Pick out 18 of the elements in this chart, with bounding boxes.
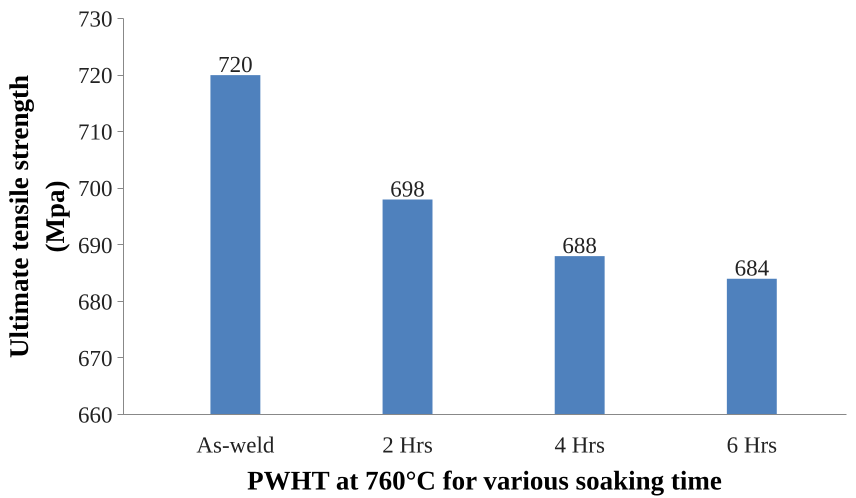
x-tick-label: 2 Hrs — [382, 432, 433, 458]
data-label: 720 — [218, 52, 253, 78]
y-tick-label: 680 — [78, 289, 112, 314]
data-label: 698 — [390, 176, 425, 202]
x-axis-title: PWHT at 760°C for various soaking time — [247, 466, 722, 496]
y-axis-title: Ultimate tensile strength (Mpa) — [4, 75, 70, 358]
y-tick-label: 700 — [78, 176, 112, 202]
x-tick-label: As-weld — [196, 432, 275, 458]
y-tick-label: 730 — [78, 6, 112, 32]
y-tick-label: 690 — [78, 232, 112, 258]
y-tick-label: 720 — [78, 63, 112, 88]
x-tick-label: 4 Hrs — [554, 432, 605, 458]
data-label: 688 — [562, 233, 597, 258]
y-tick-label: 710 — [78, 120, 112, 145]
y-tick-label: 670 — [78, 346, 112, 371]
y-tick-label: 660 — [78, 402, 112, 428]
x-tick-label: 6 Hrs — [726, 432, 778, 458]
data-label: 684 — [734, 256, 770, 281]
